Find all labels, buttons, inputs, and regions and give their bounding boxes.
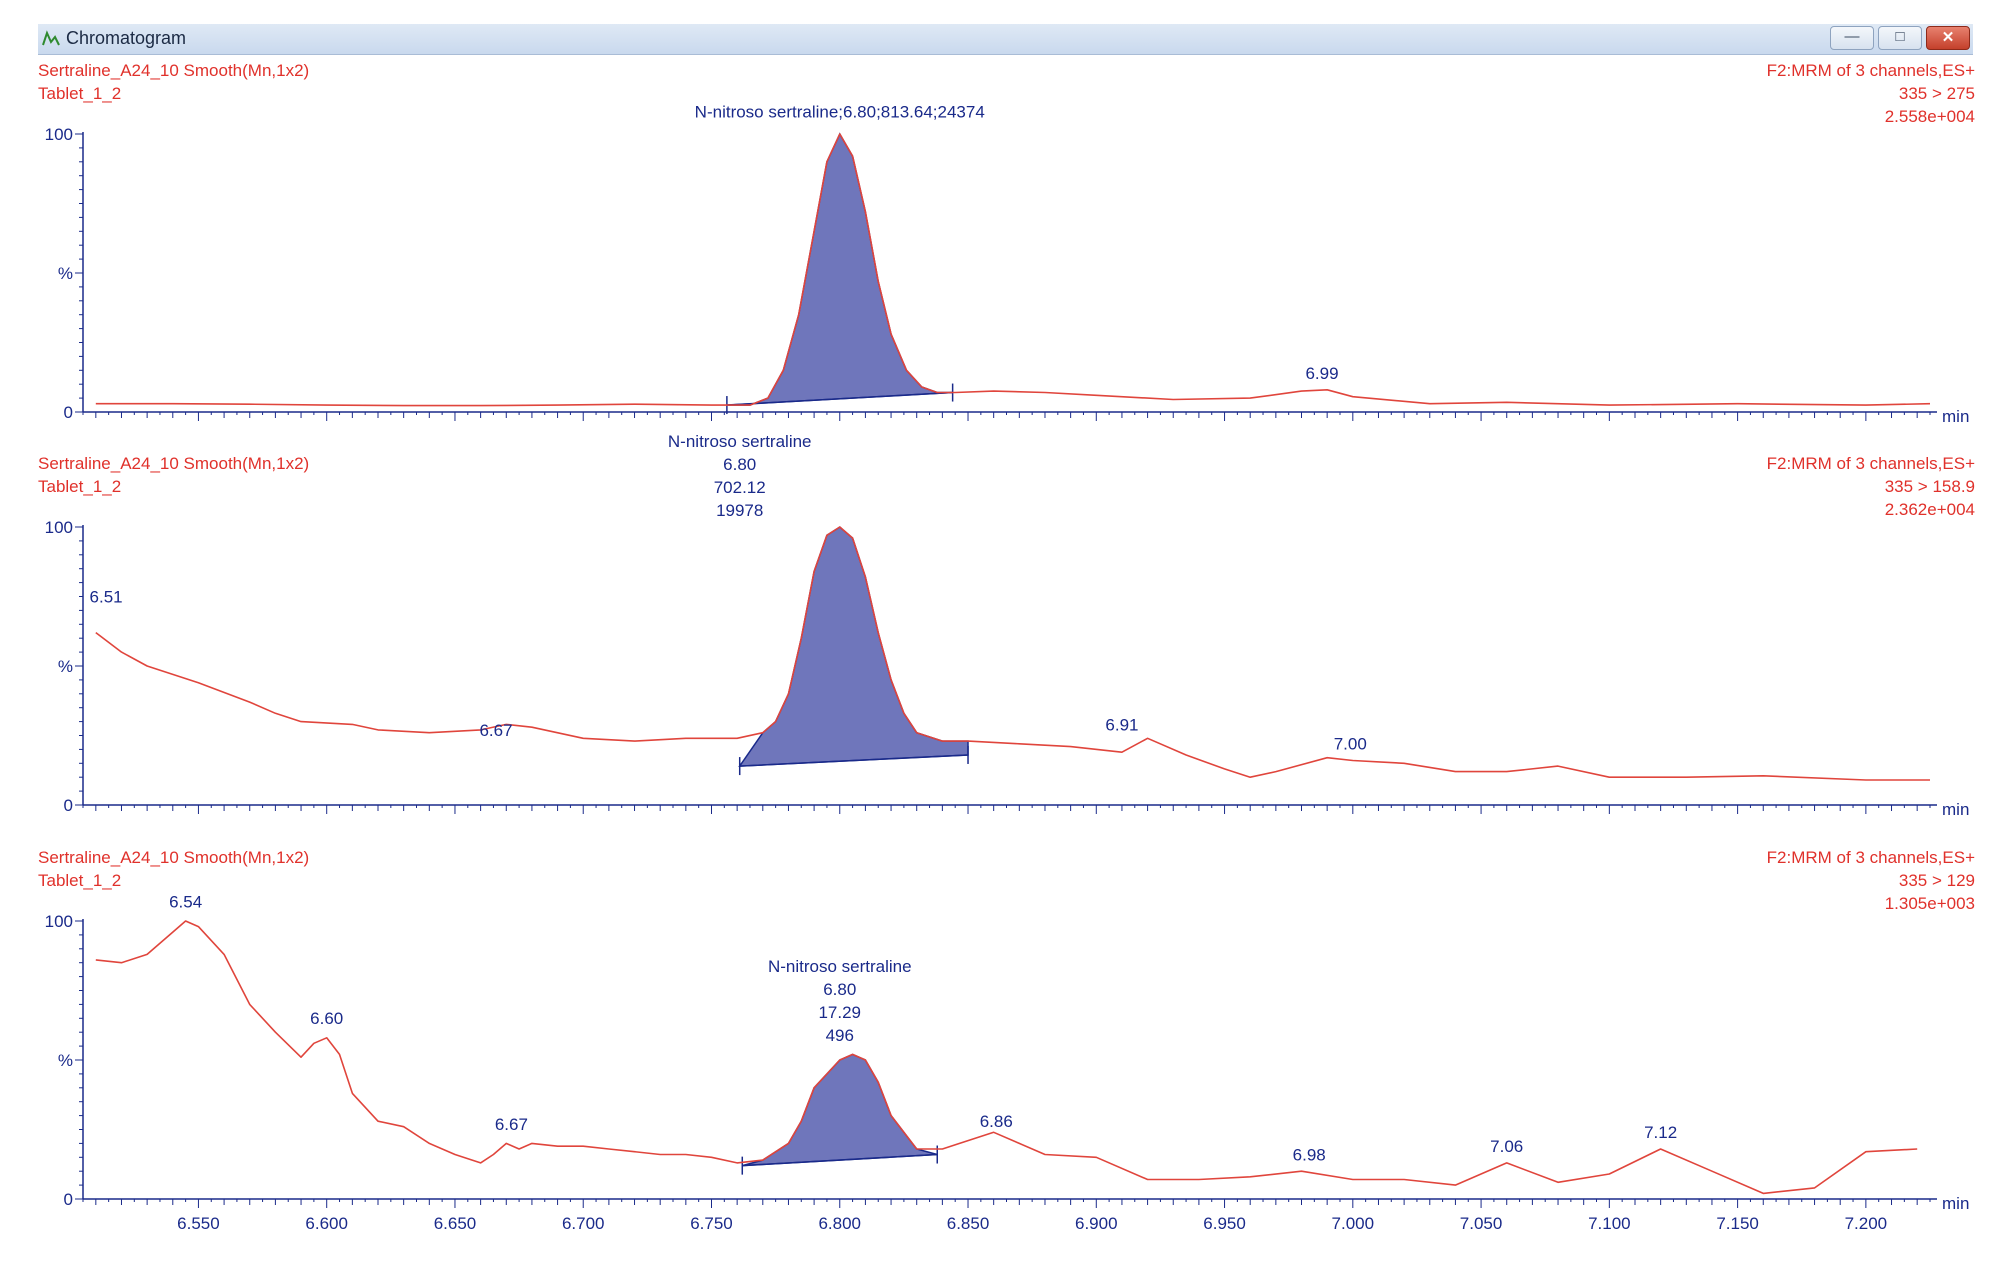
- peak-annotation-line: 702.12: [714, 478, 766, 497]
- x-tick-label: 6.800: [818, 1214, 861, 1233]
- panel-header-right-line: 2.362e+004: [1885, 500, 1975, 519]
- peak-annotation-line: 6.80: [723, 455, 756, 474]
- y-tick-label: 100: [45, 125, 73, 144]
- panel-header-right-line: 1.305e+003: [1885, 894, 1975, 913]
- chromatogram-trace: [95, 920, 1918, 1195]
- panel-header-right-line: 335 > 129: [1899, 871, 1975, 890]
- chromatogram-panel-2: Sertraline_A24_10 Smooth(Mn,1x2) Tablet_1…: [38, 432, 1975, 819]
- panel-header-left-line: Tablet_1_2: [38, 477, 121, 496]
- maximize-icon: □: [1895, 28, 1905, 45]
- x-tick-label: 6.550: [177, 1214, 220, 1233]
- panel-header-right-line: F2:MRM of 3 channels,ES+: [1767, 848, 1975, 867]
- panel-header-right-line: 335 > 275: [1899, 84, 1975, 103]
- peak-label: 6.86: [980, 1112, 1013, 1131]
- peak-label: N-nitroso sertraline;6.80;813.64;24374: [695, 103, 985, 122]
- panel-header-left-line: Tablet_1_2: [38, 84, 121, 103]
- panel-header-right-line: F2:MRM of 3 channels,ES+: [1767, 61, 1975, 80]
- peak-baseline: [726, 391, 953, 406]
- peak-annotation-line: N-nitroso sertraline: [768, 957, 912, 976]
- close-button[interactable]: ✕: [1926, 26, 1970, 50]
- maximize-button[interactable]: □: [1878, 26, 1922, 50]
- integrated-peak-area: [738, 526, 969, 767]
- y-tick-label: 100: [45, 912, 73, 931]
- peak-label: 6.67: [479, 721, 512, 740]
- minimize-button[interactable]: —: [1830, 26, 1874, 50]
- x-tick-label: 6.700: [562, 1214, 605, 1233]
- integrated-peak-area: [742, 1053, 938, 1167]
- panel-header-left-line: Sertraline_A24_10 Smooth(Mn,1x2): [38, 61, 309, 80]
- peak-label: 6.67: [495, 1115, 528, 1134]
- peak-annotation-line: 17.29: [818, 1003, 861, 1022]
- peak-label: 6.98: [1293, 1145, 1326, 1164]
- y-axis-label: %: [58, 1051, 73, 1070]
- x-axis-unit: min: [1942, 1194, 1969, 1213]
- x-tick-label: 7.100: [1588, 1214, 1631, 1233]
- chromatogram-app-icon: [42, 30, 60, 46]
- peak-annotation-line: 6.80: [823, 980, 856, 999]
- x-tick-label: 7.200: [1845, 1214, 1888, 1233]
- x-tick-label: 6.650: [434, 1214, 477, 1233]
- peak-label: 7.12: [1644, 1123, 1677, 1142]
- peak-label: 6.60: [310, 1009, 343, 1028]
- peak-label: 7.06: [1490, 1137, 1523, 1156]
- panel-header-left-line: Sertraline_A24_10 Smooth(Mn,1x2): [38, 848, 309, 867]
- x-tick-label: 6.850: [947, 1214, 990, 1233]
- peak-label: 6.54: [169, 892, 202, 911]
- y-axis-label: %: [58, 657, 73, 676]
- peak-label: 6.91: [1105, 715, 1138, 734]
- close-icon: ✕: [1941, 29, 1955, 46]
- panel-header-left-line: Sertraline_A24_10 Smooth(Mn,1x2): [38, 454, 309, 473]
- y-tick-label: 0: [64, 403, 73, 422]
- panel-header-right-line: 335 > 158.9: [1885, 477, 1975, 496]
- peak-annotation-line: 19978: [716, 501, 763, 520]
- x-tick-label: 6.600: [305, 1214, 348, 1233]
- minimize-icon: —: [1844, 28, 1860, 45]
- integrated-peak-area: [726, 132, 953, 406]
- window-title: Chromatogram: [66, 28, 187, 48]
- window-titlebar[interactable]: Chromatogram — □ ✕: [38, 24, 1973, 55]
- peak-baseline: [739, 754, 969, 767]
- panel-header-left-line: Tablet_1_2: [38, 871, 121, 890]
- y-axis-label: %: [58, 264, 73, 283]
- x-tick-label: 6.900: [1075, 1214, 1118, 1233]
- chromatogram-panel-1: Sertraline_A24_10 Smooth(Mn,1x2) Tablet_1…: [38, 61, 1975, 426]
- y-tick-label: 100: [45, 518, 73, 537]
- x-tick-label: 7.000: [1332, 1214, 1375, 1233]
- x-tick-label: 6.750: [690, 1214, 733, 1233]
- x-tick-label: 6.950: [1203, 1214, 1246, 1233]
- y-tick-label: 0: [64, 1190, 73, 1209]
- peak-label: 7.00: [1334, 735, 1367, 754]
- y-tick-label: 0: [64, 796, 73, 815]
- panel-header-right-line: 2.558e+004: [1885, 107, 1975, 126]
- chromatogram-trace: [95, 526, 1930, 781]
- chromatogram-trace: [95, 133, 1931, 407]
- peak-annotation-line: 496: [826, 1026, 854, 1045]
- x-tick-label: 7.150: [1716, 1214, 1759, 1233]
- peak-annotation-line: N-nitroso sertraline: [668, 432, 812, 451]
- chromatogram-panel-3: Sertraline_A24_10 Smooth(Mn,1x2) Tablet_1…: [38, 848, 1975, 1233]
- peak-label: 6.99: [1305, 364, 1338, 383]
- x-axis-unit: min: [1942, 407, 1969, 426]
- panel-header-right-line: F2:MRM of 3 channels,ES+: [1767, 454, 1975, 473]
- peak-label: 6.51: [90, 587, 123, 606]
- peak-baseline: [742, 1153, 938, 1167]
- x-tick-label: 7.050: [1460, 1214, 1503, 1233]
- x-axis-unit: min: [1942, 800, 1969, 819]
